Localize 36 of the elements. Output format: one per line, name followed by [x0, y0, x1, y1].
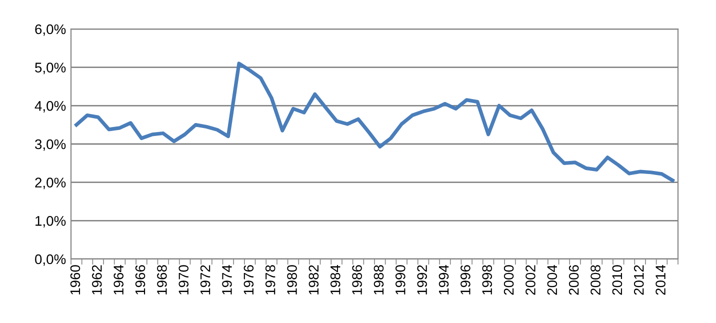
x-tick-label: 2008: [590, 265, 600, 295]
x-tick-label: 2012: [634, 265, 644, 295]
y-tick-label: 4,0%: [34, 101, 66, 112]
x-tick-label: 1972: [200, 265, 210, 294]
y-tick-label: 3,0%: [35, 139, 66, 151]
x-tick-label: 1960: [70, 265, 80, 294]
y-tick-label: 0,0%: [35, 254, 66, 266]
x-tick-label: 2010: [612, 265, 622, 295]
x-tick-label: 2000: [504, 265, 514, 295]
x-tick-label: 1974: [222, 264, 232, 294]
y-tick-label: 2,0%: [35, 178, 66, 190]
x-tick-label: 1964: [114, 264, 124, 294]
x-tick-label: 1992: [417, 265, 428, 294]
x-tick-label: 1996: [460, 265, 470, 294]
x-tick-label: 1980: [287, 265, 297, 294]
x-tick-label: 2002: [526, 265, 536, 295]
y-tick-label: 6,0%: [35, 24, 66, 36]
line-series: [74, 62, 674, 182]
y-tick-label: 1,0%: [36, 216, 66, 228]
x-tick-label: 1982: [308, 265, 319, 294]
x-tick-label: 2014: [656, 264, 666, 295]
x-tick-label: 1978: [265, 265, 276, 294]
x-tick-label: 1968: [157, 265, 167, 294]
x-tick-label: 1986: [352, 265, 362, 294]
x-tick-label: 1970: [178, 265, 189, 294]
x-tick-label: 1966: [135, 265, 146, 294]
x-tick-label: 1994: [438, 264, 449, 294]
x-tick-label: 2004: [547, 264, 558, 295]
x-tick-label: 1998: [482, 265, 492, 294]
x-tick-label: 1976: [244, 265, 254, 294]
x-tick-label: 2006: [568, 265, 579, 295]
x-tick-label: 1990: [395, 265, 406, 294]
x-tick-label: 1984: [330, 264, 340, 294]
y-tick-label: 5,0%: [35, 62, 66, 74]
x-tick-label: 1962: [92, 265, 102, 294]
x-tick-label: 1988: [374, 265, 384, 294]
